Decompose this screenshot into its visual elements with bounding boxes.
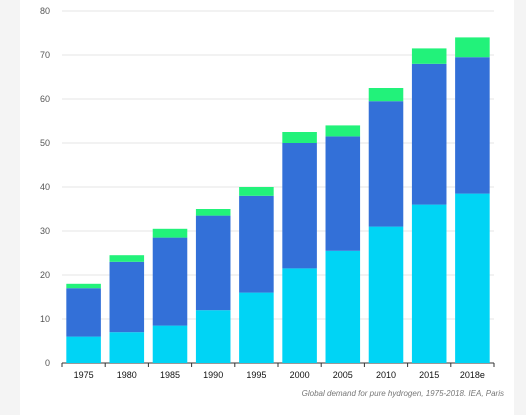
bar-segment-1975-0 <box>66 336 101 363</box>
bar-segment-1985-1 <box>152 237 188 326</box>
bar-segment-2000-2 <box>282 132 317 143</box>
bar-segment-2000-0 <box>282 268 317 363</box>
x-tick-label-1980: 1980 <box>117 370 137 380</box>
bar-segment-2015-1 <box>411 63 447 205</box>
bar-segment-1985-2 <box>152 228 188 238</box>
bar-segment-2015-0 <box>411 204 447 363</box>
bar-segment-1995-1 <box>239 195 274 293</box>
right-margin-strip <box>514 0 526 415</box>
y-tick-label-60: 60 <box>40 94 50 104</box>
bar-segment-1995-2 <box>239 187 274 196</box>
left-margin-strip <box>0 0 20 415</box>
x-tick-label-1975: 1975 <box>74 370 94 380</box>
x-tick-label-2015: 2015 <box>419 370 439 380</box>
bar-segment-2005-2 <box>325 125 361 137</box>
bar-segment-2010-0 <box>368 226 404 363</box>
y-tick-label-80: 80 <box>40 6 50 16</box>
x-tick-label-1985: 1985 <box>160 370 180 380</box>
bar-segment-1980-1 <box>109 261 145 333</box>
x-tick-label-1990: 1990 <box>203 370 223 380</box>
x-tick-label-1995: 1995 <box>246 370 266 380</box>
bar-segment-1980-0 <box>109 332 145 363</box>
y-tick-label-40: 40 <box>40 182 50 192</box>
x-tick-label-2000: 2000 <box>290 370 310 380</box>
bar-segment-1975-2 <box>66 283 101 289</box>
bar-segment-1990-0 <box>195 310 231 363</box>
bar-segment-1980-2 <box>109 255 145 262</box>
bar-segment-2018e-1 <box>455 57 490 194</box>
bar-segment-1990-1 <box>195 215 231 311</box>
y-tick-label-70: 70 <box>40 50 50 60</box>
bar-segment-1975-1 <box>66 288 101 337</box>
bar-segment-2015-2 <box>411 48 447 64</box>
bar-segment-2005-0 <box>325 250 361 363</box>
x-tick-label-2010: 2010 <box>376 370 396 380</box>
y-tick-label-50: 50 <box>40 138 50 148</box>
bar-segment-2010-2 <box>368 88 404 102</box>
y-tick-label-20: 20 <box>40 270 50 280</box>
bar-segment-1995-0 <box>239 292 274 363</box>
bar-segment-1990-2 <box>195 209 231 216</box>
y-tick-label-0: 0 <box>45 358 50 368</box>
bar-segment-1985-0 <box>152 325 188 363</box>
chart-caption: Global demand for pure hydrogen, 1975-20… <box>301 389 504 398</box>
x-tick-label-2005: 2005 <box>333 370 353 380</box>
bar-segment-2010-1 <box>368 101 404 227</box>
bar-segment-2005-1 <box>325 136 361 251</box>
y-tick-label-10: 10 <box>40 314 50 324</box>
bar-segment-2000-1 <box>282 143 317 269</box>
bar-segment-2018e-0 <box>455 193 490 363</box>
y-tick-label-30: 30 <box>40 226 50 236</box>
bar-segment-2018e-2 <box>455 37 490 58</box>
x-tick-label-2018e: 2018e <box>460 370 485 380</box>
